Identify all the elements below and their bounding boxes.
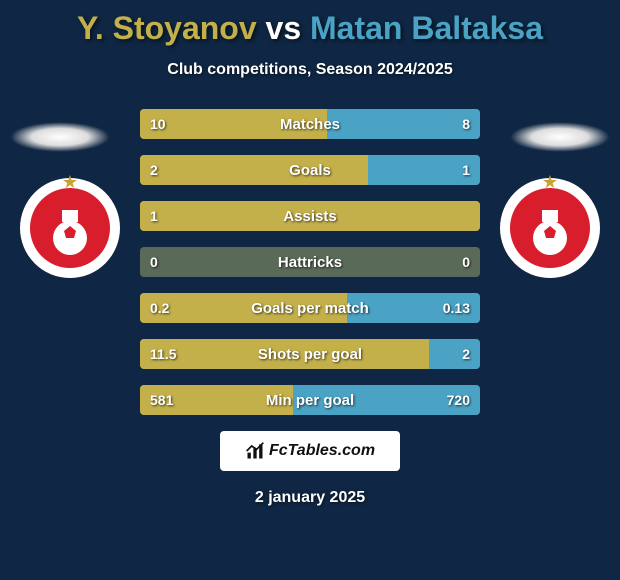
- left-fill: [140, 385, 293, 415]
- right-fill: [327, 109, 480, 139]
- stat-row: 0.20.13Goals per match: [140, 293, 480, 323]
- left-fill: [140, 155, 368, 185]
- right-fill: [293, 385, 480, 415]
- soccer-ball-icon: [520, 198, 580, 258]
- comparison-bars: 108Matches 21Goals 1Assists 0 0Hattricks 0.20…: [140, 109, 480, 415]
- club-crest-right: ★: [510, 188, 590, 268]
- left-value: 0: [150, 247, 158, 277]
- right-value: 0: [462, 247, 470, 277]
- club-badge-left: ★: [20, 178, 120, 278]
- left-fill: [140, 339, 429, 369]
- club-badge-right: ★: [500, 178, 600, 278]
- left-fill: [140, 293, 347, 323]
- brand-badge: FcTables.com: [220, 431, 400, 471]
- club-crest-left: ★: [30, 188, 110, 268]
- stat-row: 0 0Hattricks: [140, 247, 480, 277]
- spotlight-right: [510, 122, 610, 152]
- subtitle: Club competitions, Season 2024/2025: [0, 61, 620, 79]
- stat-row: 21Goals: [140, 155, 480, 185]
- spotlight-left: [10, 122, 110, 152]
- soccer-ball-icon: [40, 198, 100, 258]
- right-fill: [368, 155, 480, 185]
- player1-name: Y. Stoyanov: [77, 10, 257, 46]
- stat-row: 581720Min per goal: [140, 385, 480, 415]
- date-text: 2 january 2025: [0, 489, 620, 507]
- star-icon: ★: [542, 172, 558, 193]
- star-icon: ★: [62, 172, 78, 193]
- left-fill: [140, 201, 480, 231]
- left-fill: [140, 109, 327, 139]
- stat-row: 11.52Shots per goal: [140, 339, 480, 369]
- brand-text: FcTables.com: [269, 442, 375, 460]
- stat-label: Hattricks: [140, 247, 480, 277]
- stat-row: 1Assists: [140, 201, 480, 231]
- vs-text: vs: [266, 10, 302, 46]
- comparison-title: Y. Stoyanov vs Matan Baltaksa: [0, 0, 620, 47]
- right-fill: [429, 339, 480, 369]
- right-fill: [347, 293, 480, 323]
- stat-row: 108Matches: [140, 109, 480, 139]
- player2-name: Matan Baltaksa: [310, 10, 543, 46]
- chart-icon: [245, 441, 265, 461]
